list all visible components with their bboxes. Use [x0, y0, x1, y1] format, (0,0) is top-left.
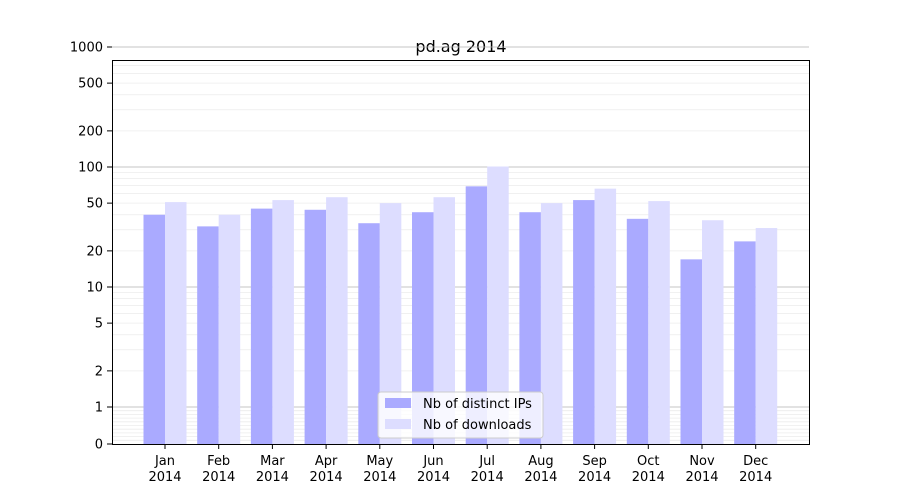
- x-tick-label-year: 2014: [524, 470, 557, 485]
- y-tick-label: 5: [95, 317, 103, 332]
- legend-label-downloads: Nb of downloads: [423, 418, 532, 433]
- bar-downloads: [540, 203, 563, 444]
- legend-swatch-ips: [385, 398, 411, 408]
- x-tick-label-month: Dec: [743, 454, 768, 469]
- x-tick-label-month: Feb: [207, 454, 230, 469]
- x-tick-label-month: Nov: [689, 454, 715, 469]
- bar-distinct-ips: [626, 218, 649, 444]
- bar-distinct-ips: [680, 259, 702, 444]
- y-tick-label: 500: [78, 77, 103, 92]
- plot-frame: [112, 60, 810, 445]
- bar-downloads: [594, 188, 617, 444]
- x-tick-label-month: Jul: [478, 454, 495, 469]
- bar-downloads: [379, 203, 402, 444]
- y-tick-label: 200: [78, 124, 103, 139]
- bar-distinct-ips: [197, 226, 219, 444]
- x-tick-label-year: 2014: [685, 470, 718, 485]
- bar-distinct-ips: [573, 200, 595, 444]
- bar-downloads: [702, 220, 724, 444]
- x-tick-label-year: 2014: [417, 470, 450, 485]
- x-tick-label-month: Mar: [260, 454, 285, 469]
- x-tick-label-year: 2014: [310, 470, 343, 485]
- y-tick-label: 2: [95, 364, 103, 379]
- x-tick-label-month: Aug: [528, 454, 553, 469]
- x-tick-label-year: 2014: [739, 470, 772, 485]
- chart-title: pd.ag 2014: [415, 37, 506, 56]
- bar-downloads: [755, 228, 778, 444]
- y-tick-label: 1000: [70, 41, 103, 56]
- bar-distinct-ips: [358, 223, 380, 444]
- x-tick-label-month: Jan: [154, 454, 175, 469]
- bar-distinct-ips: [519, 212, 541, 444]
- axes: 01251020501002005001000Jan2014Feb2014Mar…: [70, 41, 772, 486]
- bar-downloads: [433, 197, 455, 444]
- x-tick-label-year: 2014: [148, 470, 181, 485]
- x-tick-label-month: Jun: [422, 454, 443, 469]
- y-tick-label: 50: [86, 197, 103, 212]
- bar-downloads: [487, 166, 509, 444]
- bar-distinct-ips: [465, 186, 488, 444]
- legend-swatch-downloads: [385, 419, 411, 429]
- legend: Nb of distinct IPs Nb of downloads: [377, 391, 544, 439]
- x-tick-label-month: Sep: [582, 454, 607, 469]
- x-tick-label-year: 2014: [363, 470, 396, 485]
- legend-box: [377, 391, 544, 439]
- y-tick-label: 20: [86, 244, 103, 259]
- y-tick-label: 100: [78, 161, 103, 176]
- x-tick-label-year: 2014: [578, 470, 611, 485]
- bar-distinct-ips: [304, 209, 327, 444]
- bar-distinct-ips: [250, 208, 273, 444]
- bar-downloads: [272, 200, 294, 444]
- x-tick-label-year: 2014: [202, 470, 235, 485]
- bars: [143, 166, 778, 444]
- legend-label-ips: Nb of distinct IPs: [423, 397, 532, 412]
- x-tick-label-month: Apr: [315, 454, 338, 469]
- bar-distinct-ips: [412, 212, 434, 444]
- x-tick-label-month: May: [366, 454, 393, 469]
- x-tick-label-year: 2014: [632, 470, 665, 485]
- y-tick-label: 10: [86, 281, 103, 296]
- y-tick-label: 1: [95, 401, 103, 416]
- bar-downloads: [165, 202, 187, 444]
- x-tick-label-year: 2014: [256, 470, 289, 485]
- bar-downloads: [218, 214, 241, 444]
- y-tick-label: 0: [95, 438, 103, 453]
- bar-distinct-ips: [143, 214, 165, 444]
- bar-distinct-ips: [734, 241, 756, 444]
- bar-downloads: [648, 201, 670, 444]
- bar-downloads: [326, 197, 348, 444]
- x-tick-label-month: Oct: [637, 454, 659, 469]
- x-tick-label-year: 2014: [471, 470, 504, 485]
